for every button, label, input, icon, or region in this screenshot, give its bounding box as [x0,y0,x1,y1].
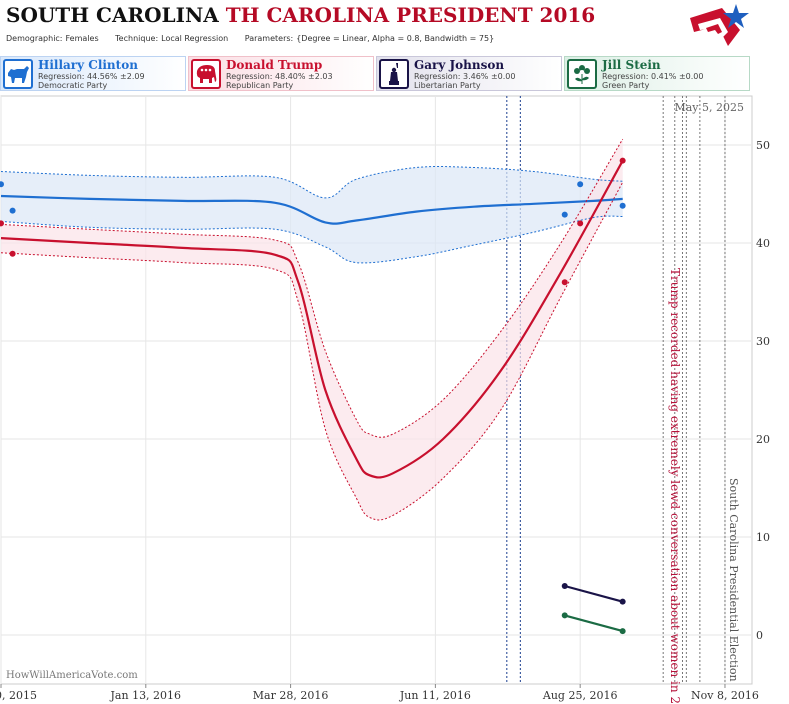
candidate-party: Democratic Party [38,81,108,90]
candidate-regression: Regression: 0.41% ±0.00 [602,72,704,81]
demographic-value: Females [65,34,99,43]
candidate-clinton: Hillary Clinton Regression: 44.56% ±2.09… [0,56,186,91]
demographic-label: Demographic: [6,34,63,43]
y-tick-label: 10 [756,531,770,544]
gary-johnson-point [619,598,626,605]
elephant-icon [191,59,221,89]
x-tick-label: Jan 13, 2016 [110,689,182,702]
liberty-statue-icon [379,59,409,89]
hillary-clinton-line [0,194,623,225]
page-title: SOUTH CAROLINA TH CAROLINA PRESIDENT 201… [6,3,595,27]
candidate-johnson: Gary Johnson Regression: 3.46% ±0.00 Lib… [376,56,562,91]
donald-trump-band [1,139,623,520]
candidate-regression: Regression: 48.40% ±2.03 [226,72,333,81]
technique-label: Technique: [115,34,159,43]
x-tick-label: Mar 28, 2016 [253,689,329,702]
gary-johnson-line [564,584,623,603]
x-tick-label: Oct 30, 2015 [0,689,37,702]
date-stamp: May 5, 2025 [674,101,744,114]
y-tick-label: 40 [756,237,770,250]
x-tick-label: Aug 25, 2016 [542,689,618,702]
watermark: HowWillAmericaVote.com [6,670,138,681]
candidate-name: Donald Trump [226,58,323,72]
hillary-clinton-band [1,166,623,263]
jill-stein-line [564,614,623,633]
star-flag-logo [690,4,749,46]
donkey-icon [3,59,33,89]
donald-trump-point [561,279,568,286]
parameters-line: Demographic: Females Technique: Local Regr… [6,34,508,43]
hillary-clinton-point [561,211,568,218]
candidate-stein: Jill Stein Regression: 0.41% ±0.00 Green… [564,56,750,91]
annotations: Trump recorded having extremely lewd con… [668,268,740,704]
donald-trump-line [0,160,624,479]
donald-trump-point [577,220,584,227]
donald-trump-lower-bound [0,181,624,521]
hillary-clinton-lower-bound [0,215,623,264]
election-annotation: South Carolina Presidential Election [727,478,740,682]
x-tick-label: Jun 11, 2016 [399,689,471,702]
confidence-bands [1,139,623,520]
candidate-party: Green Party [602,81,650,90]
hillary-clinton-point [577,181,584,188]
poll-points [0,157,626,635]
donald-trump-point [0,220,4,227]
x-tick-label: Nov 8, 2016 [691,689,759,702]
jill-stein-point [619,628,626,635]
title-state: SOUTH CAROLINA [6,3,219,27]
title-race: TH CAROLINA PRESIDENT 2016 [225,3,596,27]
candidate-party: Republican Party [226,81,294,90]
donald-trump-point [9,250,16,257]
candidate-name: Gary Johnson [414,58,505,72]
y-tick-label: 0 [756,629,763,642]
donald-trump-upper-bound [0,138,624,438]
event-annotation: Trump recorded having extremely lewd con… [668,268,682,704]
candidate-name: Hillary Clinton [38,58,138,72]
candidate-party: Libertarian Party [414,81,481,90]
y-tick-label: 20 [756,433,770,446]
hillary-clinton-point [9,207,16,214]
jill-stein-point [561,612,568,619]
candidate-trump: Donald Trump Regression: 48.40% ±2.03 Re… [188,56,374,91]
technique-value: Local Regression [161,34,229,43]
donald-trump-point [619,157,626,164]
hillary-clinton-point [619,202,626,209]
regression-lines [0,138,624,633]
candidate-regression: Regression: 3.46% ±0.00 [414,72,516,81]
parameters-label: Parameters: [244,34,294,43]
flower-icon [567,59,597,89]
y-tick-label: 30 [756,335,770,348]
candidate-name: Jill Stein [602,58,661,72]
gary-johnson-point [561,583,568,589]
candidate-regression: Regression: 44.56% ±2.09 [38,72,145,81]
parameters-value: {Degree = Linear, Alpha = 0.8, Bandwidth… [296,34,495,43]
axes: 0 10 20 30 40 50 Oct 30, 2015 Jan 13, 2016 Mar 2… [0,139,770,702]
hillary-clinton-point [0,181,4,188]
y-tick-label: 50 [756,139,770,152]
